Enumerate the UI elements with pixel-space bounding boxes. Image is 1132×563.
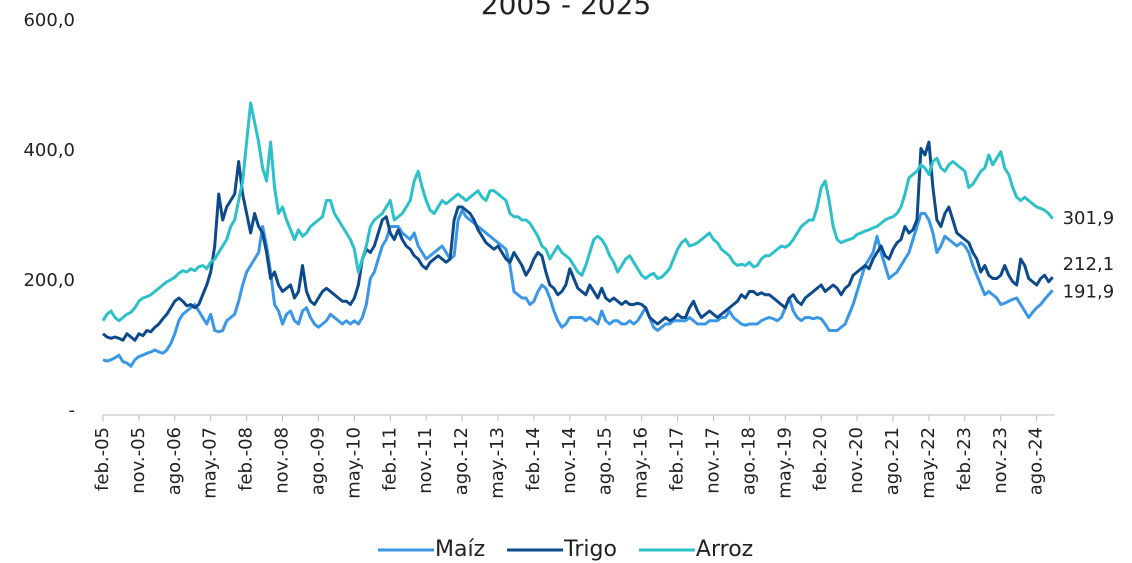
line-0 [102,208,1054,368]
legend-label: Trigo [563,537,617,562]
line-1 [102,140,1054,342]
y-tick-label: 400,0 [23,140,75,161]
x-tick-label: ago.-09 [307,427,328,495]
x-tick-label: may.-19 [774,427,795,499]
legend-label: Arroz [696,537,753,562]
x-tick-label: ago.-15 [595,427,616,495]
line-2 [101,101,1054,323]
x-tick-label: nov.-23 [990,427,1011,494]
end-label: 301,9 [1063,208,1115,229]
x-tick-label: may.-13 [487,427,508,499]
x-tick-label: feb.-05 [92,427,113,491]
x-tick-label: nov.-17 [702,427,723,494]
x-tick-label: ago.-06 [164,427,185,495]
x-tick-label: nov.-11 [415,427,436,494]
x-tick-label: may.-16 [631,427,652,499]
x-tick-label: feb.-20 [810,427,831,491]
x-tick-label: nov.-20 [846,427,867,494]
chart-title: 2005 - 2025 [481,0,651,21]
legend-label: Maíz [435,537,485,562]
x-tick-label: feb.-23 [954,427,975,491]
x-tick-label: feb.-17 [667,427,688,491]
x-tick-label: feb.-11 [379,427,400,491]
x-tick-label: nov.-05 [128,427,149,494]
y-tick-label: 200,0 [23,270,75,291]
x-tick-label: may.-22 [918,427,939,499]
y-tick-label: 600,0 [23,10,75,31]
x-tick-label: ago.-12 [451,427,472,495]
x-tick-label: feb.-08 [236,427,257,491]
x-tick-label: ago.-21 [882,427,903,495]
x-tick-label: feb.-14 [523,427,544,491]
x-tick-label: nov.-08 [272,427,293,494]
x-tick-label: ago.-24 [1026,427,1047,495]
x-tick-label: may.-10 [343,427,364,499]
end-label: 212,1 [1063,254,1115,275]
y-tick-label: - [69,400,76,421]
end-label: 191,9 [1063,281,1115,302]
x-tick-label: ago.-18 [738,427,759,495]
x-tick-label: may.-07 [200,427,221,499]
x-tick-label: nov.-14 [559,427,580,494]
